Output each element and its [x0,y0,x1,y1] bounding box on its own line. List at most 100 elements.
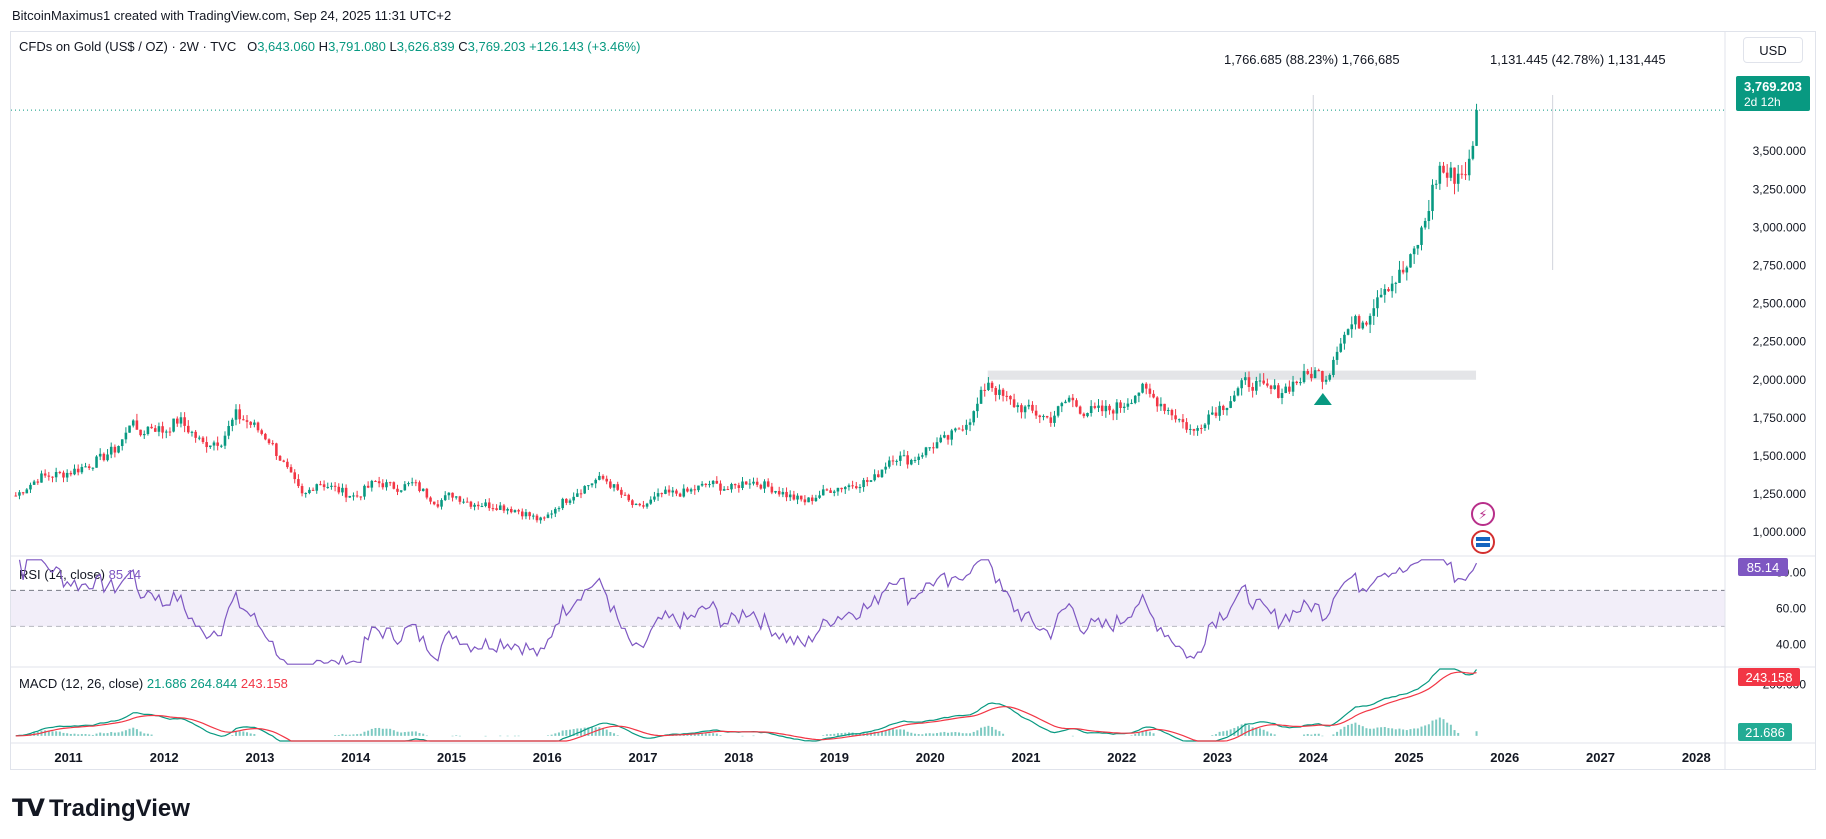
macd-histogram-bar [679,735,682,736]
macd-histogram-bar [352,734,355,736]
candle-body [1163,403,1166,411]
candle-body [1317,370,1321,372]
macd-histogram-bar [99,732,102,736]
candle-body [315,484,319,491]
macd-histogram-bar [1435,719,1438,736]
macd-histogram-bar [609,732,612,736]
candle-body [139,429,142,436]
candle-body [950,430,953,440]
candle-body [1438,165,1442,184]
macd-histogram-bar [697,733,700,736]
candle-body [1031,404,1034,411]
macd-histogram-bar [1145,730,1148,736]
candle-body [1266,383,1269,386]
macd-histogram-bar [987,725,990,736]
macd-histogram-bar [1361,726,1364,736]
macd-line-value: 264.844 [190,676,238,691]
candle-body [403,484,407,491]
axes: 2011 2012 2013 2014 2015 2016 2017 2018 2019 2020… [11,32,1815,769]
candle-body [286,461,289,468]
macd-histogram-bar [1273,734,1276,736]
rsi-title[interactable]: RSI (14, close) [19,567,105,582]
macd-histogram-bar [1211,735,1214,736]
candle-body [891,460,895,462]
macd-line [15,668,1477,742]
close-label: C [458,39,468,54]
candle-body [374,480,377,482]
macd-histogram-bar [139,731,142,736]
candle-body [256,422,260,431]
macd-title[interactable]: MACD (12, 26, close) [19,676,144,691]
macd-histogram-bar [928,733,931,736]
candle-body [943,435,946,438]
candle-body [748,483,752,485]
candle-body [1288,386,1291,392]
y-tick-label: 3,250.000 [1753,182,1807,196]
macd-histogram-bar [994,729,997,736]
candle-body [888,460,891,467]
candle-body [1280,393,1284,398]
candle-body [187,425,190,433]
candle-body [770,486,774,493]
y-tick-label: 2,750.000 [1753,258,1807,272]
candle-body [755,481,759,485]
candle-body [862,480,865,488]
candle-body [1045,415,1049,418]
macd-histogram-bar [506,735,509,737]
candle-body [1056,406,1060,416]
candle-body [517,510,520,512]
candle-body [697,485,700,491]
candle-body [1471,145,1475,159]
event-icons[interactable]: ⚡ [1471,502,1495,554]
macd-histogram-bar [917,734,920,736]
macd-histogram-bar [370,728,373,736]
candle-body [304,493,308,495]
macd-histogram-bar [1446,722,1449,736]
candle-body [172,418,175,432]
macd-histogram-bar [1354,722,1357,736]
candle-body [436,504,440,507]
candle-body [348,495,352,498]
candle-body [763,481,766,489]
candle-body [1060,403,1064,407]
candle-body [678,493,682,497]
x-tick-label: 2011 [54,750,82,765]
macd-histogram-bar [1244,723,1247,736]
candle-body [1394,282,1398,284]
candle-body [1350,324,1354,330]
macd-histogram-bar [1365,728,1368,736]
currency-selector[interactable]: USD [1743,37,1803,63]
macd-panel[interactable] [15,668,1478,742]
candle-body [1078,406,1082,414]
tradingview-logo[interactable]: 𝗧𝗩 TradingView [12,794,190,823]
y-tick-label: 3,500.000 [1753,144,1807,158]
candle-body [1126,403,1130,407]
macd-histogram-bar [1394,729,1397,736]
macd-histogram-bar [880,731,883,736]
candle-body [924,447,928,456]
candle-body [495,508,498,510]
macd-histogram-bar [1321,735,1324,737]
macd-histogram-bar [961,733,964,736]
candle-body [884,466,887,470]
macd-histogram-bar [906,731,909,736]
candle-body [532,515,535,517]
interval-label[interactable]: 2W [179,39,199,54]
macd-histogram-bar [150,734,153,736]
macd-histogram-bar [367,730,370,736]
macd-histogram-bar [484,735,487,737]
macd-histogram-bar [969,733,972,736]
price-panel[interactable] [11,95,1725,524]
candle-body [744,481,748,485]
symbol-name[interactable]: CFDs on Gold (US$ / OZ) [19,39,168,54]
candle-body [667,489,671,493]
macd-histogram-bar [708,733,711,736]
last-price-value: 3,769.203 [1744,79,1802,94]
dividend-event-icon[interactable] [1471,502,1495,526]
macd-histogram-bar [1306,733,1309,736]
macd-histogram-bar [947,732,950,736]
macd-histogram-bar [1255,727,1258,736]
candle-body [1423,220,1427,228]
rsi-panel[interactable] [11,559,1725,666]
